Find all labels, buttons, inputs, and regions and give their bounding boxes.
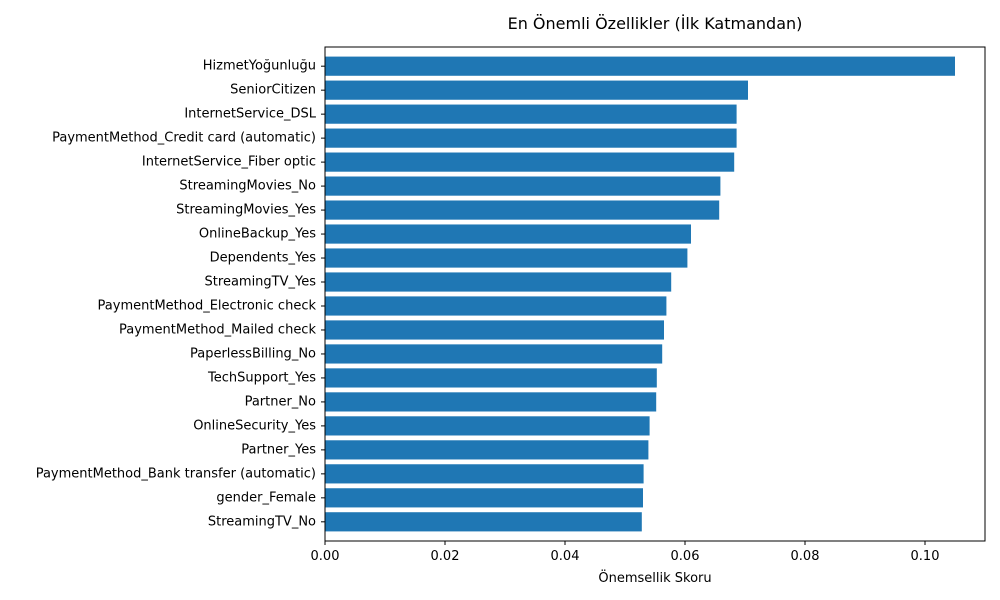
bar [325,512,642,532]
x-tick-label: 0.02 [431,549,460,564]
bar [325,272,672,292]
y-tick-label: OnlineSecurity_Yes [193,418,316,433]
bar [325,416,650,436]
bar [325,128,737,148]
y-tick-label: Dependents_Yes [210,251,317,266]
bar [325,488,643,508]
y-tick-label: HizmetYoğunluğu [203,59,316,74]
y-tick-label: PaymentMethod_Bank transfer (automatic) [36,466,316,481]
bar [325,56,955,76]
y-tick-label: PaymentMethod_Credit card (automatic) [52,131,316,146]
x-tick-label: 0.06 [671,549,700,564]
x-tick-label: 0.08 [791,549,820,564]
plot-frame [324,46,986,542]
bar [325,152,735,172]
bars-group [325,56,955,532]
bar [325,248,688,268]
x-axis-label: Önemsellik Skoru [598,569,711,586]
y-tick-label: SeniorCitizen [230,83,316,98]
bar [325,176,721,196]
bar [325,392,657,412]
x-tick-label: 0.00 [311,549,340,564]
bar [325,368,657,388]
y-tick-label: Partner_No [245,394,316,409]
y-tick-label: StreamingMovies_No [179,179,316,194]
bar [325,296,667,316]
y-tick-label: TechSupport_Yes [207,370,316,385]
y-tick-labels: HizmetYoğunluğu SeniorCitizen InternetServ… [36,59,325,529]
bar [325,320,664,340]
y-tick-label: PaymentMethod_Electronic check [98,298,317,313]
bar [325,344,663,364]
x-tick-label: 0.10 [911,549,940,564]
y-tick-label: StreamingTV_No [208,514,316,529]
y-tick-label: Partner_Yes [241,442,316,457]
y-tick-label: PaperlessBilling_No [190,346,316,361]
x-tick-label: 0.04 [551,549,580,564]
y-tick-label: gender_Female [216,490,316,505]
y-tick-label: StreamingMovies_Yes [176,203,316,218]
y-tick-label: PaymentMethod_Mailed check [119,322,316,337]
y-tick-label: InternetService_DSL [184,107,316,122]
x-ticks: 0.00 0.02 0.04 0.06 0.08 0.10 [311,541,940,564]
bar [325,464,644,484]
bar [325,440,649,460]
y-tick-label: InternetService_Fiber optic [142,155,316,170]
bar [325,104,737,124]
bar [325,224,691,244]
chart-title: En Önemli Özellikler (İlk Katmandan) [508,14,803,33]
y-tick-label: OnlineBackup_Yes [199,227,316,242]
bar [325,200,720,220]
bar [325,80,748,100]
y-tick-label: StreamingTV_Yes [205,275,317,290]
